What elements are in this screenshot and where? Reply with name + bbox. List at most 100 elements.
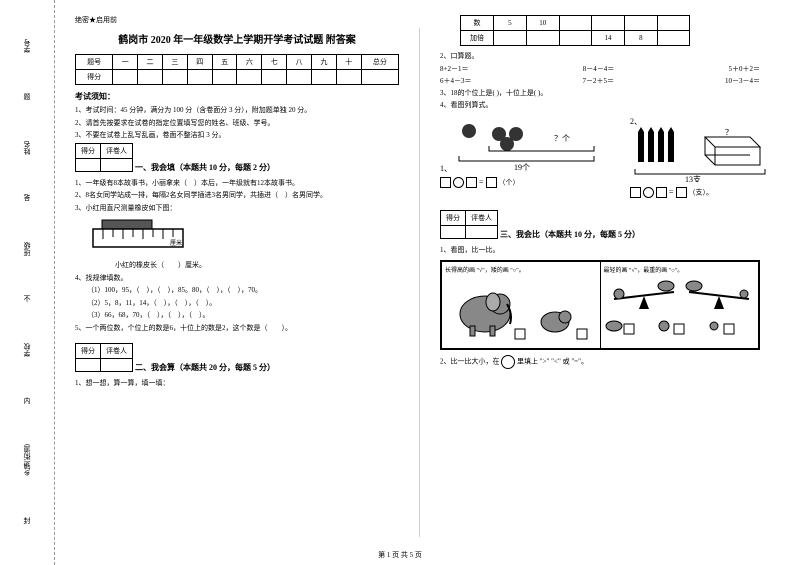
q1-4-1: （2）5，8，11，14，（ ），（ ），（ ）。 bbox=[87, 298, 399, 309]
vc-0: 封 bbox=[24, 516, 31, 526]
q2-2: 2、口算题。 bbox=[440, 51, 780, 62]
score-table: 题号 一 二 三 四 五 六 七 八 九 十 总分 得分 bbox=[75, 54, 399, 85]
q1-4-0: （1）100，95，（ ），（ ），85。80，（ ），（ ），70。 bbox=[87, 285, 399, 296]
calc-row-0: 8+2－1＝ 8－4－4＝ 5＋0＋2＝ bbox=[440, 64, 760, 74]
section1-title: 一、我会填（本题共 10 分，每题 2 分） bbox=[135, 162, 399, 173]
ch-0: 长得高的画 "√"，矮的画 "○"。 bbox=[445, 265, 597, 274]
vc-3: 答 bbox=[24, 193, 31, 203]
illus-1: 1、 ？个 19个 = （个） bbox=[440, 116, 600, 198]
svg-text:？: ？ bbox=[725, 128, 733, 137]
bind-label-1: 学校 bbox=[22, 343, 32, 357]
q2-1: 1、想一想，算一算，填一填： bbox=[75, 378, 399, 389]
seesaw-illustration bbox=[604, 274, 754, 344]
cr0-0: 8+2－1＝ bbox=[440, 64, 468, 74]
page-footer: 第 1 页 共 5 页 bbox=[378, 550, 422, 560]
q1-1: 1、一年级有8本故事书，小丽拿来（ ）本后，一年级就有12本故事书。 bbox=[75, 178, 399, 189]
bind-label-2: 班级 bbox=[22, 242, 32, 256]
eq-suf2: （支）。 bbox=[689, 188, 714, 196]
double-table: 数 5 10 加倍 14 8 bbox=[460, 15, 690, 46]
confidential-label: 绝密★启用前 bbox=[75, 15, 399, 25]
q2-4: 4、看图列算式。 bbox=[440, 100, 780, 111]
vc-4: 题 bbox=[24, 92, 31, 102]
compare-box: 长得高的画 "√"，矮的画 "○"。 最轻的画 "√"，最重的画 "○"。 bbox=[440, 260, 760, 350]
sh-9: 九 bbox=[312, 55, 337, 70]
scorer2-l1: 评卷人 bbox=[101, 344, 133, 359]
inst-0: 1、考试时间：45 分钟，满分为 100 分（含卷面分 3 分），附加题单独 2… bbox=[75, 105, 399, 116]
scorer-box-1: 得分评卷人 bbox=[75, 143, 133, 172]
elephant-illustration bbox=[445, 274, 595, 344]
q2-3: 3、18的个位上是( )，十位上是( )。 bbox=[440, 88, 780, 99]
sh-2: 二 bbox=[138, 55, 163, 70]
scorer2-l0: 得分 bbox=[76, 344, 101, 359]
sh-6: 六 bbox=[237, 55, 262, 70]
q1-3: 3、小红用直尺测量橡皮如下图： bbox=[75, 203, 399, 214]
right-page: 数 5 10 加倍 14 8 2、口算题。 8+2－1＝ 8－4－4＝ 5＋0＋… bbox=[420, 0, 800, 565]
cr0-2: 5＋0＋2＝ bbox=[728, 64, 760, 74]
bind-label-3: 姓名 bbox=[22, 141, 32, 155]
q1-4-2: （3）66，68，70，（ ），（ ），（ ）。 bbox=[87, 310, 399, 321]
eq2: = （支）。 bbox=[630, 187, 780, 198]
section3-title: 三、我会比（本题共 10 分，每题 5 分） bbox=[500, 229, 780, 240]
sh-7: 七 bbox=[262, 55, 287, 70]
sh-1: 一 bbox=[113, 55, 138, 70]
eq-suf1: （个） bbox=[499, 178, 520, 186]
dt-r2-4: 14 bbox=[592, 31, 625, 46]
cr1-1: 7－2＋5＝ bbox=[583, 76, 615, 86]
svg-text:13支: 13支 bbox=[685, 174, 701, 182]
scorer-l0: 得分 bbox=[76, 143, 101, 158]
svg-text:？个: ？个 bbox=[554, 134, 570, 143]
exam-title: 鹤岗市 2020 年一年级数学上学期开学考试试题 附答案 bbox=[75, 31, 399, 46]
q1-3-caption: 小红的橡皮长（ ）厘米。 bbox=[115, 260, 399, 271]
sh-11: 总分 bbox=[361, 55, 398, 70]
bind-label-4: 学号 bbox=[22, 39, 32, 53]
instructions-title: 考试须知： bbox=[75, 91, 399, 102]
vc-1: 内 bbox=[24, 396, 31, 406]
il2-label: 2、 bbox=[630, 117, 642, 126]
left-page: 绝密★启用前 鹤岗市 2020 年一年级数学上学期开学考试试题 附答案 题号 一… bbox=[55, 0, 419, 565]
q1-5: 5、一个两位数，个位上的数是6，十位上的数是2，这个数是（ ）。 bbox=[75, 323, 399, 334]
sh-3: 三 bbox=[162, 55, 187, 70]
il1-label: 1、 bbox=[440, 164, 452, 173]
q3-2: 2、比一比大小，在 里填上 ">" "<" 或 "="。 bbox=[440, 355, 780, 369]
peach-diagram: ？个 19个 bbox=[454, 116, 599, 171]
score-row2: 得分 bbox=[76, 70, 113, 85]
ruler-illustration: 厘米 bbox=[90, 219, 190, 254]
dt-r1-1: 5 bbox=[494, 16, 527, 31]
dt-r2-0: 加倍 bbox=[461, 31, 494, 46]
vc-2: 不 bbox=[24, 294, 31, 304]
svg-text:厘米: 厘米 bbox=[170, 239, 182, 247]
scorer-box-2: 得分评卷人 bbox=[75, 343, 133, 372]
q1-4: 4、找规律填数。 bbox=[75, 273, 399, 284]
calc-row-1: 6＋4－3＝ 7－2＋5＝ 10－3－4＝ bbox=[440, 76, 760, 86]
sh-4: 四 bbox=[187, 55, 212, 70]
sh-8: 八 bbox=[287, 55, 312, 70]
bind-label-0: 乡镇(街道) bbox=[22, 444, 32, 477]
inst-2: 3、不要在试卷上乱写乱画，卷面不整洁扣 3 分。 bbox=[75, 130, 399, 141]
dt-r1-2: 10 bbox=[526, 16, 559, 31]
cr0-1: 8－4－4＝ bbox=[583, 64, 615, 74]
illustrations-row: 1、 ？个 19个 = （个） 2、 bbox=[440, 116, 780, 198]
scorer3-l1: 评卷人 bbox=[466, 210, 498, 225]
dt-r1-0: 数 bbox=[461, 16, 494, 31]
cr1-2: 10－3－4＝ bbox=[725, 76, 760, 86]
q3-1: 1、看图，比一比。 bbox=[440, 245, 780, 256]
compare-right: 最轻的画 "√"，最重的画 "○"。 bbox=[601, 262, 759, 348]
scorer3-l0: 得分 bbox=[441, 210, 466, 225]
dt-r2-5: 8 bbox=[625, 31, 658, 46]
cr1-0: 6＋4－3＝ bbox=[440, 76, 472, 86]
inst-1: 2、请首先按要求在试卷的指定位置填写您的姓名、班级、学号。 bbox=[75, 118, 399, 129]
sh-10: 十 bbox=[336, 55, 361, 70]
svg-text:19个: 19个 bbox=[514, 163, 530, 171]
compare-left: 长得高的画 "√"，矮的画 "○"。 bbox=[442, 262, 601, 348]
scorer-box-3: 得分评卷人 bbox=[440, 210, 498, 239]
scorer-l1: 评卷人 bbox=[101, 143, 133, 158]
sh-0: 题号 bbox=[76, 55, 113, 70]
ch-1: 最轻的画 "√"，最重的画 "○"。 bbox=[604, 265, 756, 274]
binding-margin: 学号 题 姓名 答 班级 不 学校 内 乡镇(街道) 封 bbox=[0, 0, 55, 565]
sh-5: 五 bbox=[212, 55, 237, 70]
illus-2: 2、 ？ 13支 = （支）。 bbox=[630, 116, 780, 198]
q3-2-pre: 2、比一比大小，在 bbox=[440, 358, 500, 366]
section2-title: 二、我会算（本题共 20 分，每题 5 分） bbox=[135, 362, 399, 373]
pencil-diagram: ？ 13支 bbox=[630, 127, 770, 182]
q3-2-suf: 里填上 ">" "<" 或 "="。 bbox=[517, 358, 588, 366]
